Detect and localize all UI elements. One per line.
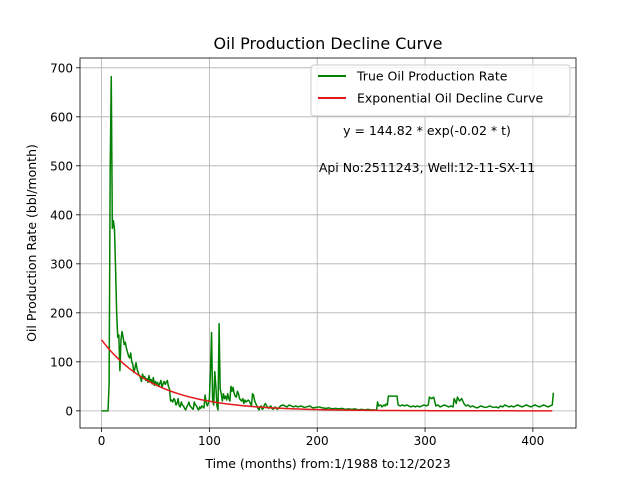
x-tick-label: 300 bbox=[414, 434, 437, 448]
legend: True Oil Production Rate Exponential Oil… bbox=[310, 64, 571, 117]
legend-label-true-rate: True Oil Production Rate bbox=[356, 69, 508, 84]
x-tick-label: 200 bbox=[306, 434, 329, 448]
y-tick-label: 100 bbox=[50, 355, 73, 369]
y-tick-label: 600 bbox=[50, 110, 73, 124]
legend-label-exponential: Exponential Oil Decline Curve bbox=[357, 91, 544, 106]
x-tick-label: 0 bbox=[98, 434, 106, 448]
axes: 0 100 200 300 400 0 100 200 300 400 500 600 700 bbox=[50, 61, 544, 448]
gridlines bbox=[80, 58, 576, 428]
y-tick-label: 700 bbox=[50, 61, 73, 75]
y-tick-label: 0 bbox=[65, 404, 73, 418]
well-annotation: Api No:2511243, Well:12-11-SX-11 bbox=[319, 160, 535, 175]
exponential-decline-line bbox=[100, 339, 553, 412]
y-tick-label: 200 bbox=[50, 306, 73, 320]
y-axis-label: Oil Production Rate (bbl/month) bbox=[24, 144, 39, 342]
legend-box bbox=[310, 64, 571, 117]
x-tick-label: 400 bbox=[521, 434, 544, 448]
series-layer bbox=[100, 75, 555, 412]
chart-title: Oil Production Decline Curve bbox=[214, 34, 443, 53]
y-tick-label: 400 bbox=[50, 208, 73, 222]
true-production-line bbox=[101, 75, 555, 412]
x-tick-label: 100 bbox=[198, 434, 221, 448]
plot-frame bbox=[79, 57, 577, 429]
x-axis-label: Time (months) from:1/1988 to:12/2023 bbox=[204, 456, 450, 471]
y-tick-label: 300 bbox=[50, 257, 73, 271]
equation-annotation: y = 144.82 * exp(-0.02 * t) bbox=[343, 123, 511, 138]
y-tick-label: 500 bbox=[50, 159, 73, 173]
